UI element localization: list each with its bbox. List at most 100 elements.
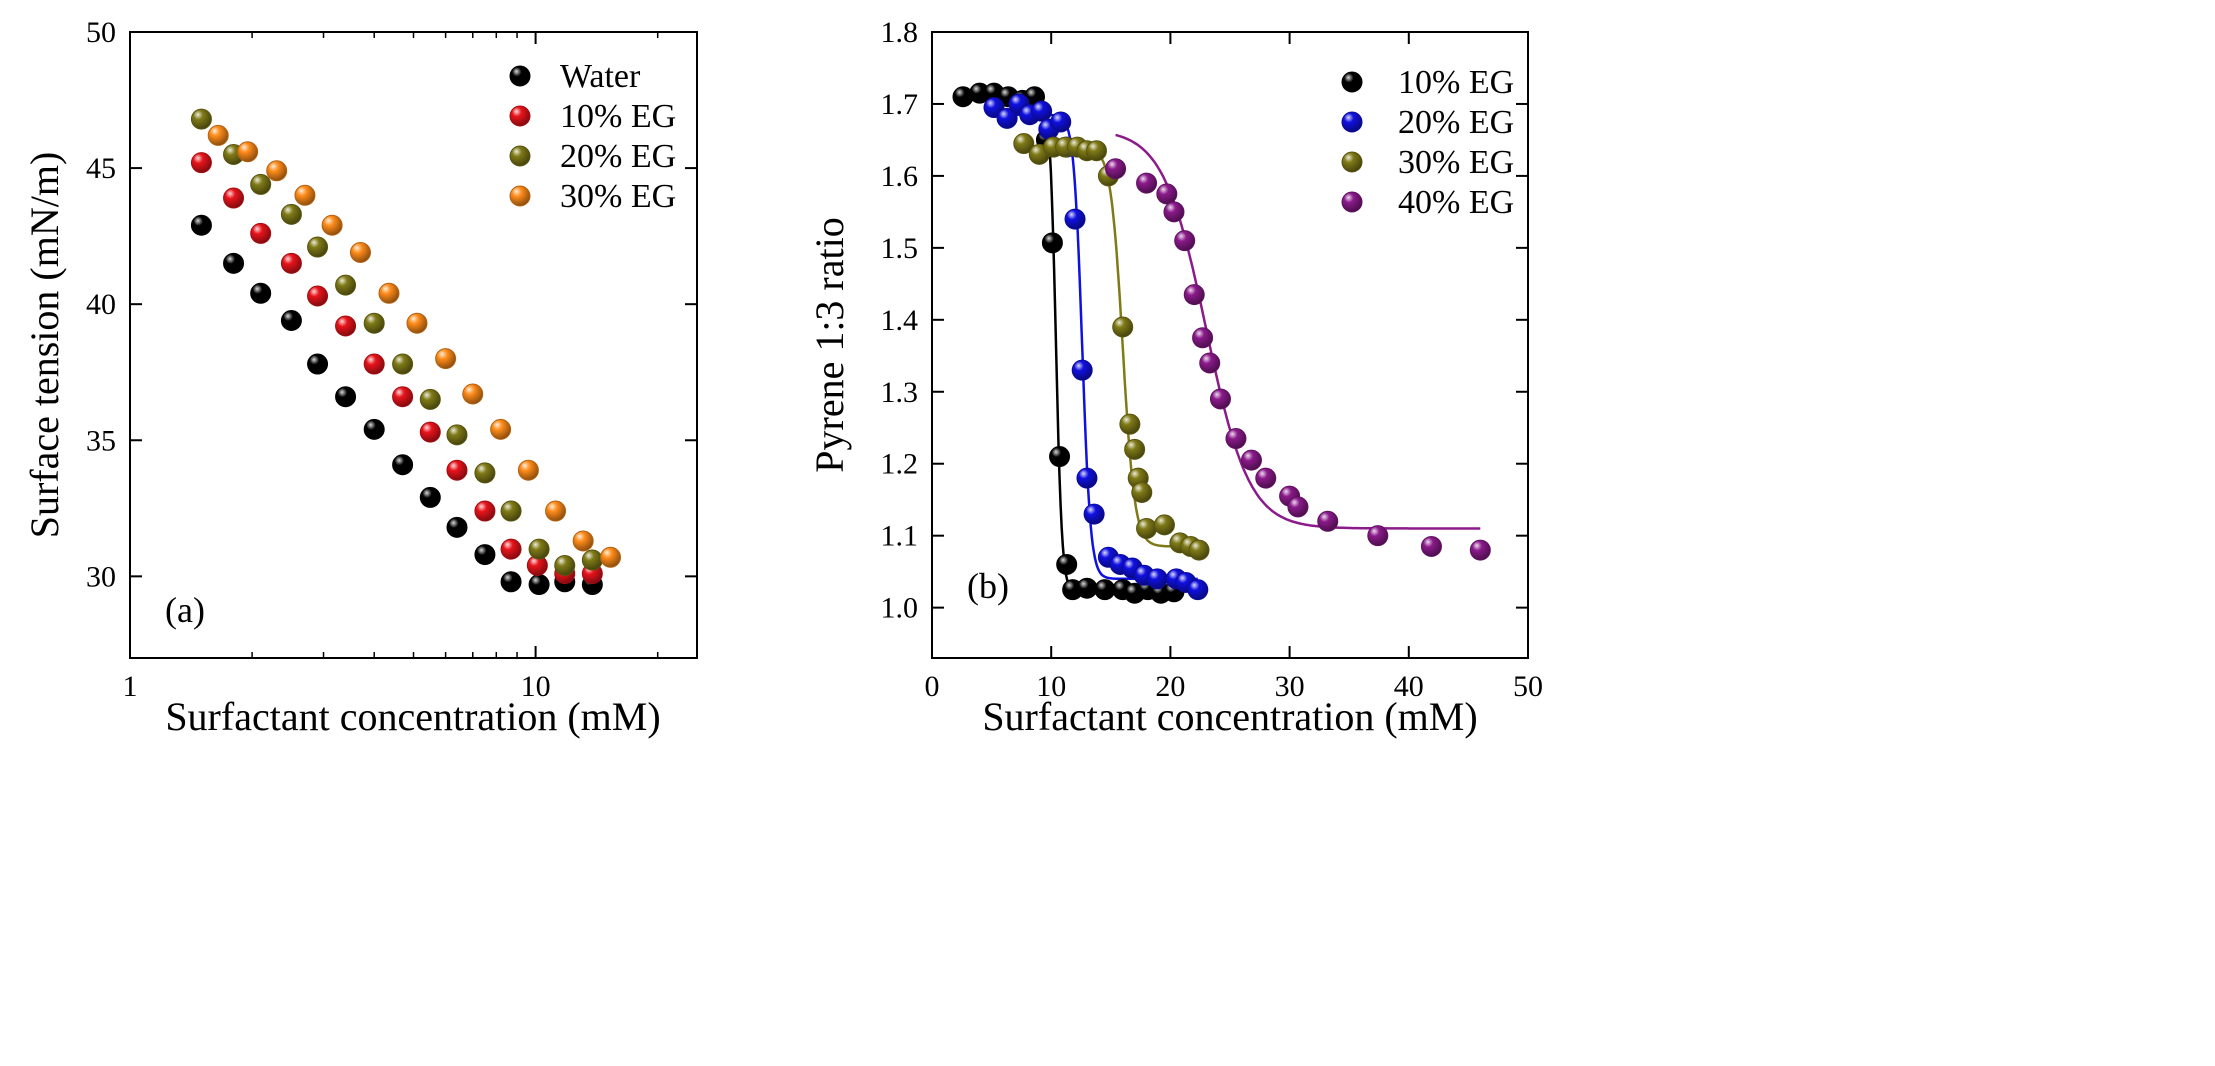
y-tick-label: 45 (86, 152, 116, 185)
data-point-water (335, 386, 357, 408)
y-tick-label: 30 (86, 560, 116, 593)
data-point-30pct-eg (462, 383, 484, 405)
data-point-10pct-eg (419, 421, 441, 443)
data-point-30pct-eg (207, 124, 229, 146)
legend-marker-30pct-eg (509, 185, 531, 207)
data-point-30pct-eg (600, 546, 622, 568)
y-tick-label: 1.0 (881, 592, 919, 625)
legend-marker-10pct-eg (509, 105, 531, 127)
data-point-30pct-eg (517, 459, 539, 481)
data-point-30pct-eg (321, 214, 343, 236)
data-point-water (307, 353, 329, 375)
data-point-40pct-eg (1156, 183, 1178, 205)
data-point-20pct-eg (996, 107, 1018, 129)
data-point-20pct-eg (1031, 100, 1053, 122)
legend-label-20pct-eg: 20% EG (560, 138, 676, 175)
data-point-water (250, 282, 272, 304)
legend-label-water: Water (560, 58, 641, 95)
data-point-30pct-eg (1085, 140, 1107, 162)
x-tick-label: 1 (123, 670, 138, 703)
data-point-40pct-eg (1163, 201, 1185, 223)
data-point-10pct-eg (190, 152, 212, 174)
data-point-30pct-eg (490, 418, 512, 440)
data-point-30pct-eg (378, 282, 400, 304)
plot-frame (931, 31, 1529, 659)
x-tick-label: 50 (1513, 670, 1543, 703)
data-point-10pct-eg (223, 187, 245, 209)
data-point-30pct-eg (1136, 517, 1158, 539)
legend-label-40pct-eg: 40% EG (1398, 184, 1514, 221)
data-point-water (500, 571, 522, 593)
data-point-water (190, 214, 212, 236)
x-axis-title: Surfactant concentration (mM) (165, 694, 660, 739)
y-axis-title: Surface tension (mN/m) (22, 152, 67, 539)
data-point-40pct-eg (1469, 539, 1491, 561)
data-point-20pct-eg (1071, 359, 1093, 381)
data-point-40pct-eg (1174, 230, 1196, 252)
panel-label: (a) (165, 590, 205, 630)
y-tick-label: 1.7 (881, 88, 919, 121)
data-point-water (392, 454, 414, 476)
data-point-30pct-eg (237, 141, 259, 163)
data-point-40pct-eg (1240, 449, 1262, 471)
data-point-20pct-eg (1146, 568, 1168, 590)
data-point-20pct-eg (419, 388, 441, 410)
y-tick-label: 1.1 (881, 520, 919, 553)
data-point-10pct-eg (250, 222, 272, 244)
data-point-30pct-eg (1153, 514, 1175, 536)
legend-marker-40pct-eg (1341, 191, 1363, 213)
data-point-water (363, 418, 385, 440)
y-tick-label: 1.3 (881, 376, 919, 409)
data-point-20pct-eg (474, 462, 496, 484)
legend-label-30pct-eg: 30% EG (1398, 144, 1514, 181)
data-point-20pct-eg (581, 549, 603, 571)
x-tick-label: 30 (1275, 670, 1305, 703)
data-point-10pct-eg (1041, 232, 1063, 254)
data-point-water (223, 252, 245, 274)
data-point-water (528, 574, 550, 596)
data-point-40pct-eg (1136, 172, 1158, 194)
legend-marker-20pct-eg (509, 145, 531, 167)
x-axis-title: Surfactant concentration (mM) (982, 694, 1477, 739)
data-point-20pct-eg (1076, 467, 1098, 489)
panel-label: (b) (967, 566, 1009, 606)
data-point-30pct-eg (545, 500, 567, 522)
chart-panel-b: 0 10 20 30 40 50 1.0 1.1 1.2 1.3 1.4 1.5 1.6 1.7 1.8 Su… (807, 16, 1543, 739)
data-point-40pct-eg (1192, 327, 1214, 349)
y-tick-label: 1.4 (881, 304, 919, 337)
data-point-40pct-eg (1199, 352, 1221, 374)
data-point-20pct-eg (500, 500, 522, 522)
legend-label-10pct-eg: 10% EG (560, 98, 676, 135)
x-tick-label: 20 (1155, 670, 1185, 703)
data-point-40pct-eg (1287, 496, 1309, 518)
data-point-30pct-eg (294, 184, 316, 206)
data-point-20pct-eg (280, 203, 302, 225)
data-point-30pct-eg (1112, 316, 1134, 338)
data-point-20pct-eg (1050, 111, 1072, 133)
data-point-30pct-eg (349, 241, 371, 263)
data-point-40pct-eg (1367, 525, 1389, 547)
data-point-20pct-eg (1064, 208, 1086, 230)
data-point-10pct-eg (1094, 579, 1116, 601)
data-point-10pct-eg (474, 500, 496, 522)
fit-curve-10pct-eg (963, 95, 1180, 593)
data-point-40pct-eg (1183, 284, 1205, 306)
legend-label-10pct-eg: 10% EG (1398, 64, 1514, 101)
x-tick-label: 10 (521, 670, 551, 703)
legend-label-20pct-eg: 20% EG (1398, 104, 1514, 141)
data-point-30pct-eg (1013, 133, 1035, 155)
data-point-10pct-eg (363, 353, 385, 375)
data-point-30pct-eg (266, 160, 288, 182)
data-point-10pct-eg (307, 285, 329, 307)
data-point-20pct-eg (335, 274, 357, 296)
legend-marker-10pct-eg (1341, 71, 1363, 93)
y-tick-label: 1.6 (881, 160, 919, 193)
data-point-30pct-eg (435, 348, 457, 370)
data-point-20pct-eg (307, 236, 329, 258)
data-point-20pct-eg (446, 424, 468, 446)
data-point-30pct-eg (406, 312, 428, 334)
legend-marker-water (509, 65, 531, 87)
x-tick-label: 40 (1394, 670, 1424, 703)
data-point-10pct-eg (500, 538, 522, 560)
